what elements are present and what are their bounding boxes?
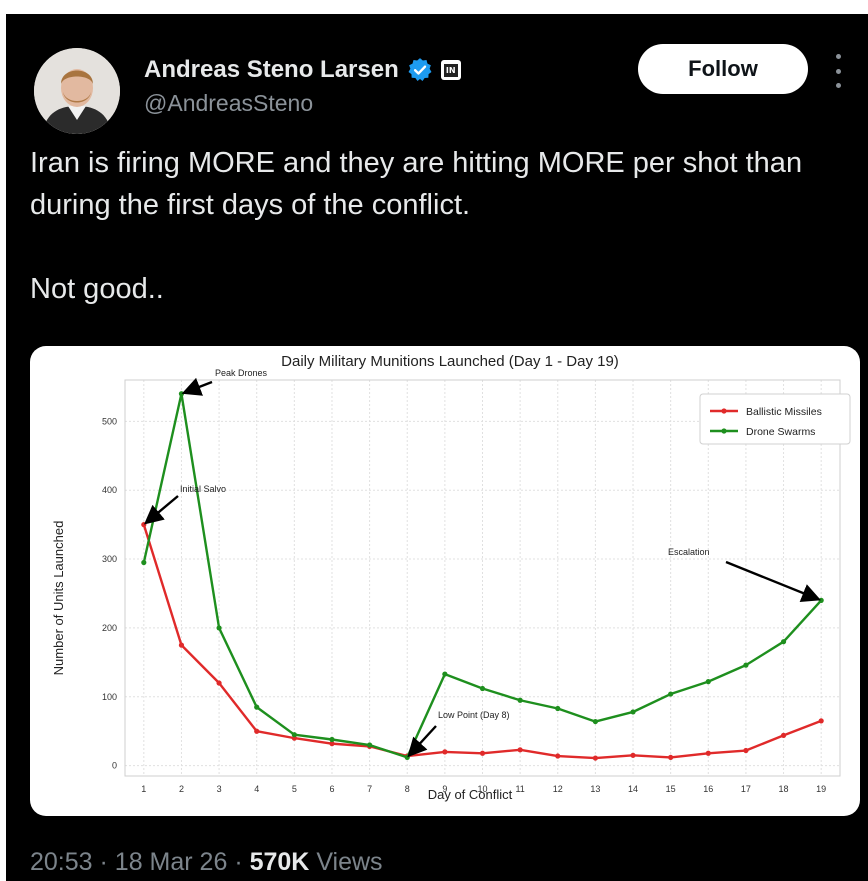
annotation-arrow	[181, 377, 213, 396]
annotation-arrow	[143, 495, 179, 525]
views-count: 570K	[249, 848, 310, 876]
drone-swarms-point	[329, 736, 335, 743]
author-row: Andreas Steno Larsen IN	[144, 56, 461, 84]
x-tick-label: 10	[477, 784, 487, 794]
annotation-label: Peak Drones	[215, 368, 268, 378]
avatar-photo	[34, 48, 120, 134]
x-tick-label: 5	[292, 784, 297, 794]
avatar[interactable]	[34, 48, 120, 134]
x-tick-label: 17	[741, 784, 751, 794]
x-axis-label: Day of Conflict	[428, 787, 513, 802]
drone-swarms-point	[254, 704, 260, 710]
drone-swarms-point	[291, 732, 297, 738]
drone-swarms-point	[555, 705, 561, 712]
more-options-icon[interactable]	[832, 54, 844, 88]
author-name[interactable]: Andreas Steno Larsen	[144, 56, 399, 83]
ballistic-missiles-point	[479, 750, 486, 756]
drone-swarms-point	[705, 679, 711, 685]
affiliate-badge-text: IN	[443, 63, 458, 77]
tweet-time[interactable]: 20:53	[30, 848, 93, 876]
drone-swarms-point	[517, 697, 523, 703]
meta-separator: ·	[99, 848, 108, 876]
chart-title: Daily Military Munitions Launched (Day 1…	[281, 353, 619, 370]
views-label: Views	[316, 848, 383, 876]
drone-swarms-point	[141, 559, 147, 566]
x-tick-label: 19	[816, 784, 826, 794]
x-tick-label: 1	[141, 784, 146, 794]
drone-swarms-point	[592, 718, 598, 725]
ballistic-missiles-point	[178, 642, 185, 648]
legend-label: Drone Swarms	[746, 426, 815, 438]
tweet-card: Andreas Steno Larsen IN @AndreasSteno Fo…	[6, 14, 868, 881]
verified-badge-icon	[408, 58, 432, 82]
ballistic-missiles-point	[555, 753, 561, 759]
ballistic-missiles-point	[705, 750, 711, 756]
y-tick-label: 300	[102, 554, 117, 564]
ballistic-missiles-point	[668, 754, 674, 761]
ballistic-missiles-point	[216, 680, 222, 686]
drone-swarms-point	[216, 625, 222, 631]
drone-swarms-point	[668, 691, 674, 697]
follow-button[interactable]: Follow	[638, 44, 808, 94]
ballistic-missiles-point	[780, 732, 787, 738]
drone-swarms-point	[178, 391, 185, 397]
ballistic-missiles-point	[442, 749, 448, 755]
ballistic-missiles-point	[329, 741, 335, 747]
tweet-meta: 20:53 · 18 Mar 26 · 570K Views	[30, 848, 383, 877]
x-tick-label: 7	[367, 784, 372, 794]
annotation-arrow	[725, 560, 821, 603]
ballistic-missiles-point	[141, 522, 147, 528]
y-tick-label: 100	[102, 692, 117, 702]
x-tick-label: 9	[442, 784, 447, 794]
drone-swarms-point	[367, 742, 373, 748]
ballistic-missiles-point	[592, 755, 598, 761]
y-tick-label: 400	[102, 485, 117, 495]
tweet-text-paragraph: Not good..	[30, 273, 164, 305]
chart-image[interactable]: Daily Military Munitions Launched (Day 1…	[30, 346, 860, 816]
x-tick-label: 3	[217, 784, 222, 794]
annotation-arrow	[407, 725, 437, 758]
x-tick-label: 16	[703, 784, 713, 794]
x-tick-label: 14	[628, 784, 638, 794]
ballistic-missiles-point	[818, 718, 824, 724]
drone-swarms-point	[630, 709, 636, 715]
ballistic-missiles-point	[743, 747, 749, 754]
x-tick-label: 4	[254, 784, 259, 794]
drone-swarms-point	[780, 639, 787, 645]
legend-marker	[721, 408, 727, 414]
meta-separator: ·	[234, 848, 243, 876]
legend-marker	[721, 428, 727, 434]
ballistic-missiles-point	[630, 752, 636, 758]
y-tick-label: 200	[102, 623, 117, 633]
y-tick-label: 0	[112, 761, 117, 771]
annotation-label: Low Point (Day 8)	[438, 710, 510, 720]
ballistic-missiles-point	[254, 728, 260, 734]
tweet-text: Iran is firing MORE and they are hitting…	[30, 142, 850, 310]
x-tick-label: 6	[329, 784, 334, 794]
drone-swarms-point	[442, 671, 448, 677]
drone-swarms-point	[404, 754, 410, 761]
drone-swarms-point	[818, 597, 824, 603]
line-chart: Daily Military Munitions Launched (Day 1…	[51, 353, 851, 802]
annotation-label: Initial Salvo	[180, 484, 226, 494]
x-tick-label: 11	[515, 784, 524, 794]
annotation-label: Escalation	[668, 547, 710, 557]
x-tick-label: 13	[590, 784, 600, 794]
author-handle[interactable]: @AndreasSteno	[144, 90, 314, 116]
drone-swarms-point	[479, 685, 486, 692]
legend-label: Ballistic Missiles	[746, 406, 822, 418]
x-tick-label: 15	[666, 784, 676, 794]
y-tick-label: 500	[102, 416, 117, 426]
y-axis-label: Number of Units Launched	[51, 521, 66, 676]
x-tick-label: 18	[779, 784, 789, 794]
ballistic-missiles-point	[517, 747, 523, 753]
affiliate-badge-icon: IN	[440, 60, 461, 80]
x-tick-label: 8	[405, 784, 410, 794]
tweet-text-paragraph: Iran is firing MORE and they are hitting…	[30, 147, 803, 221]
drone-swarms-point	[743, 662, 749, 668]
tweet-date[interactable]: 18 Mar 26	[114, 848, 228, 876]
x-tick-label: 2	[179, 784, 184, 794]
plot-frame	[124, 379, 841, 777]
x-tick-label: 12	[553, 784, 563, 794]
